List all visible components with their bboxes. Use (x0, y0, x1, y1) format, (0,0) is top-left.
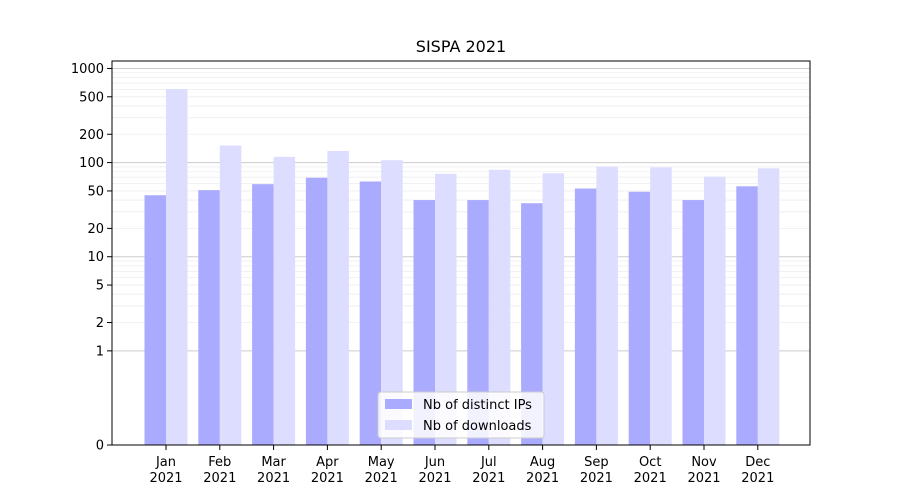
x-tick-label: Oct 2021 (634, 455, 667, 486)
bar-distinct-ips (252, 184, 274, 445)
x-axis: Jan 2021 Feb 2021 Mar 2021 Apr 2021 May 2021 Jun 20… (149, 445, 774, 486)
bar-distinct-ips (736, 186, 758, 445)
bar-downloads (650, 167, 672, 446)
bars (144, 89, 780, 446)
y-tick-label: 100 (79, 156, 104, 171)
bar-downloads (166, 89, 188, 445)
y-tick-label: 0 (96, 439, 104, 454)
legend-label: Nb of distinct IPs (423, 398, 532, 413)
bar-distinct-ips (413, 200, 435, 445)
legend-box (377, 391, 545, 439)
bar-downloads (757, 168, 780, 446)
y-tick-label: 1 (96, 344, 104, 359)
bar-distinct-ips (682, 200, 704, 445)
bar-distinct-ips (574, 188, 597, 446)
x-tick-label: Mar 2021 (257, 455, 290, 486)
bar-downloads (435, 173, 457, 445)
x-tick-label: Jun 2021 (418, 455, 451, 486)
bar-distinct-ips (305, 177, 328, 446)
bar-distinct-ips (359, 181, 382, 445)
legend: Nb of distinct IPs Nb of downloads (377, 391, 545, 439)
y-axis: 0 1 2 5 10 20 50 100 200 500 1000 (71, 62, 112, 454)
x-tick-label: Dec 2021 (741, 455, 774, 486)
bar-distinct-ips (628, 191, 651, 445)
bar-downloads (704, 176, 726, 445)
x-tick-label: Apr 2021 (311, 455, 344, 486)
bar-distinct-ips (467, 200, 489, 445)
legend-swatch (385, 399, 412, 409)
y-tick-label: 20 (87, 222, 104, 237)
legend-swatch (385, 420, 412, 430)
bar-distinct-ips (144, 195, 166, 445)
legend-label: Nb of downloads (423, 419, 532, 434)
bar-downloads (596, 166, 618, 445)
y-tick-label: 50 (87, 184, 104, 199)
y-tick-label: 200 (79, 128, 104, 143)
bar-downloads (488, 169, 511, 445)
plot-frame (111, 60, 811, 446)
x-tick-label: Sep 2021 (580, 455, 613, 486)
y-tick-label: 5 (96, 279, 104, 294)
y-tick-label: 2 (96, 316, 104, 331)
x-tick-label: Nov 2021 (687, 455, 720, 486)
bar-downloads (542, 173, 565, 445)
y-tick-label: 1000 (71, 62, 104, 77)
x-tick-label: Feb 2021 (203, 455, 236, 486)
bar-downloads (273, 156, 296, 445)
x-tick-label: Aug 2021 (526, 455, 559, 486)
x-tick-label: May 2021 (365, 455, 398, 486)
bar-distinct-ips (198, 190, 220, 445)
bar-distinct-ips (521, 203, 543, 445)
bar-downloads (381, 160, 403, 445)
y-tick-label: 10 (87, 250, 104, 265)
bar-downloads (219, 145, 242, 445)
x-tick-label: Jan 2021 (149, 455, 182, 486)
y-tick-label: 500 (79, 90, 104, 105)
bar-downloads (327, 150, 349, 445)
chart-title: SISPA 2021 (416, 37, 506, 56)
x-tick-label: Jul 2021 (472, 455, 505, 486)
